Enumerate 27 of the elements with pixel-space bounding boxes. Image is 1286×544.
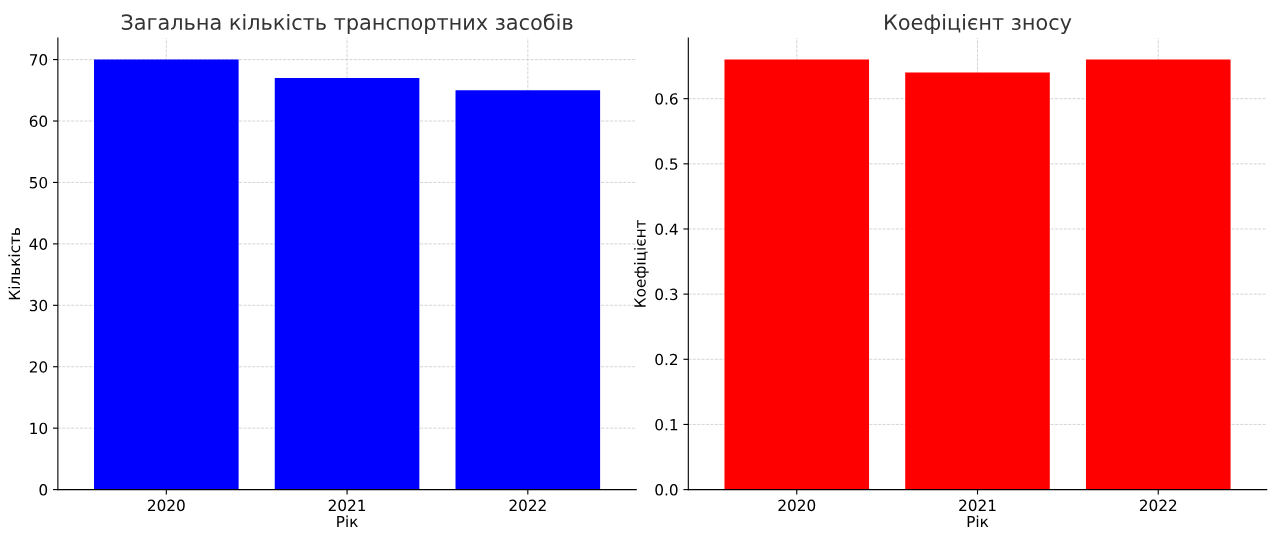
y-tick-label: 0.0 [655, 484, 678, 496]
y-tick-label: 20 [29, 361, 48, 373]
x-tick-label: 2022 [1139, 499, 1177, 512]
y-tick-label: 0.3 [655, 288, 678, 301]
x-tick-label: 2020 [148, 499, 185, 512]
chart-title: Загальна кількість транспортних засобів [121, 13, 573, 35]
x-axis-title: Рік [967, 515, 989, 528]
y-tick-label: 60 [29, 115, 48, 128]
y-tick-label: 50 [29, 176, 48, 189]
y-tick-label: 70 [29, 54, 48, 66]
y-tick-label: 0.4 [655, 223, 678, 235]
chart-title: Коефіцієнт зносу [885, 13, 1072, 35]
y-tick-label: 0.1 [655, 418, 678, 431]
x-tick-label: 2021 [959, 499, 996, 512]
x-axis-title: Рік [337, 515, 358, 528]
y-axis-title: Коефіцієнт [633, 219, 649, 307]
y-tick-label: 40 [29, 238, 48, 250]
y-tick-label: 10 [30, 422, 48, 435]
y-tick-label: 0.2 [655, 353, 678, 366]
x-tick-label: 2022 [509, 499, 546, 512]
y-tick-label: 0.6 [655, 93, 678, 105]
x-tick-label: 2021 [328, 499, 366, 512]
y-tick-label: 30 [29, 299, 48, 312]
y-tick-label: 0.5 [655, 158, 678, 170]
x-tick-label: 2020 [778, 499, 816, 512]
y-axis-title: Кількість [8, 227, 21, 300]
y-tick-label: 0 [39, 484, 48, 496]
